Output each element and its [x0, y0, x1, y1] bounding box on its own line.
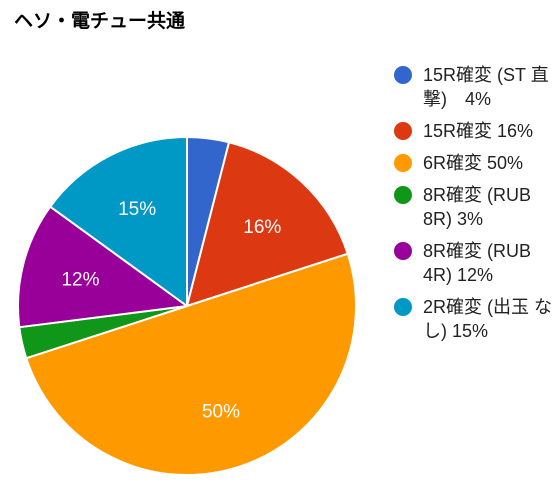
legend: 15R確変 (ST 直撃) 4% 15R確変 16% 6R確変 50% 8R確変 (R…	[392, 63, 559, 351]
legend-label-5: 2R確変 (出玉 なし) 15%	[423, 297, 553, 341]
legend-item-1: 15R確変 16%	[392, 119, 559, 143]
slice-value-label-1: 16%	[243, 217, 281, 238]
legend-swatch-0	[394, 66, 412, 84]
legend-swatch-2	[394, 154, 412, 172]
legend-item-3: 8R確変 (RUB 8R) 3%	[392, 183, 559, 231]
legend-swatch-1	[394, 122, 412, 140]
slice-value-label-4: 12%	[61, 270, 99, 291]
legend-label-1: 15R確変 16%	[423, 121, 534, 141]
slice-value-label-2: 50%	[202, 402, 240, 423]
legend-swatch-5	[394, 298, 412, 316]
slice-value-label-5: 15%	[118, 199, 156, 220]
legend-label-3: 8R確変 (RUB 8R) 3%	[423, 185, 532, 229]
pie-slice-2	[25, 252, 357, 476]
legend-item-0: 15R確変 (ST 直撃) 4%	[392, 63, 559, 111]
legend-label-2: 6R確変 50%	[423, 153, 524, 173]
legend-item-5: 2R確変 (出玉 なし) 15%	[392, 295, 559, 343]
legend-item-4: 8R確変 (RUB 4R) 12%	[392, 239, 559, 287]
legend-label-4: 8R確変 (RUB 4R) 12%	[423, 241, 532, 285]
legend-item-2: 6R確変 50%	[392, 151, 559, 175]
pie-slice-5	[49, 136, 188, 307]
legend-label-0: 15R確変 (ST 直撃) 4%	[423, 65, 549, 109]
legend-swatch-4	[394, 242, 412, 260]
pie-slice-4	[16, 205, 188, 329]
chart-title: ヘソ・電チュー共通	[14, 10, 186, 32]
legend-swatch-3	[394, 186, 412, 204]
pie-slice-1	[186, 141, 349, 307]
